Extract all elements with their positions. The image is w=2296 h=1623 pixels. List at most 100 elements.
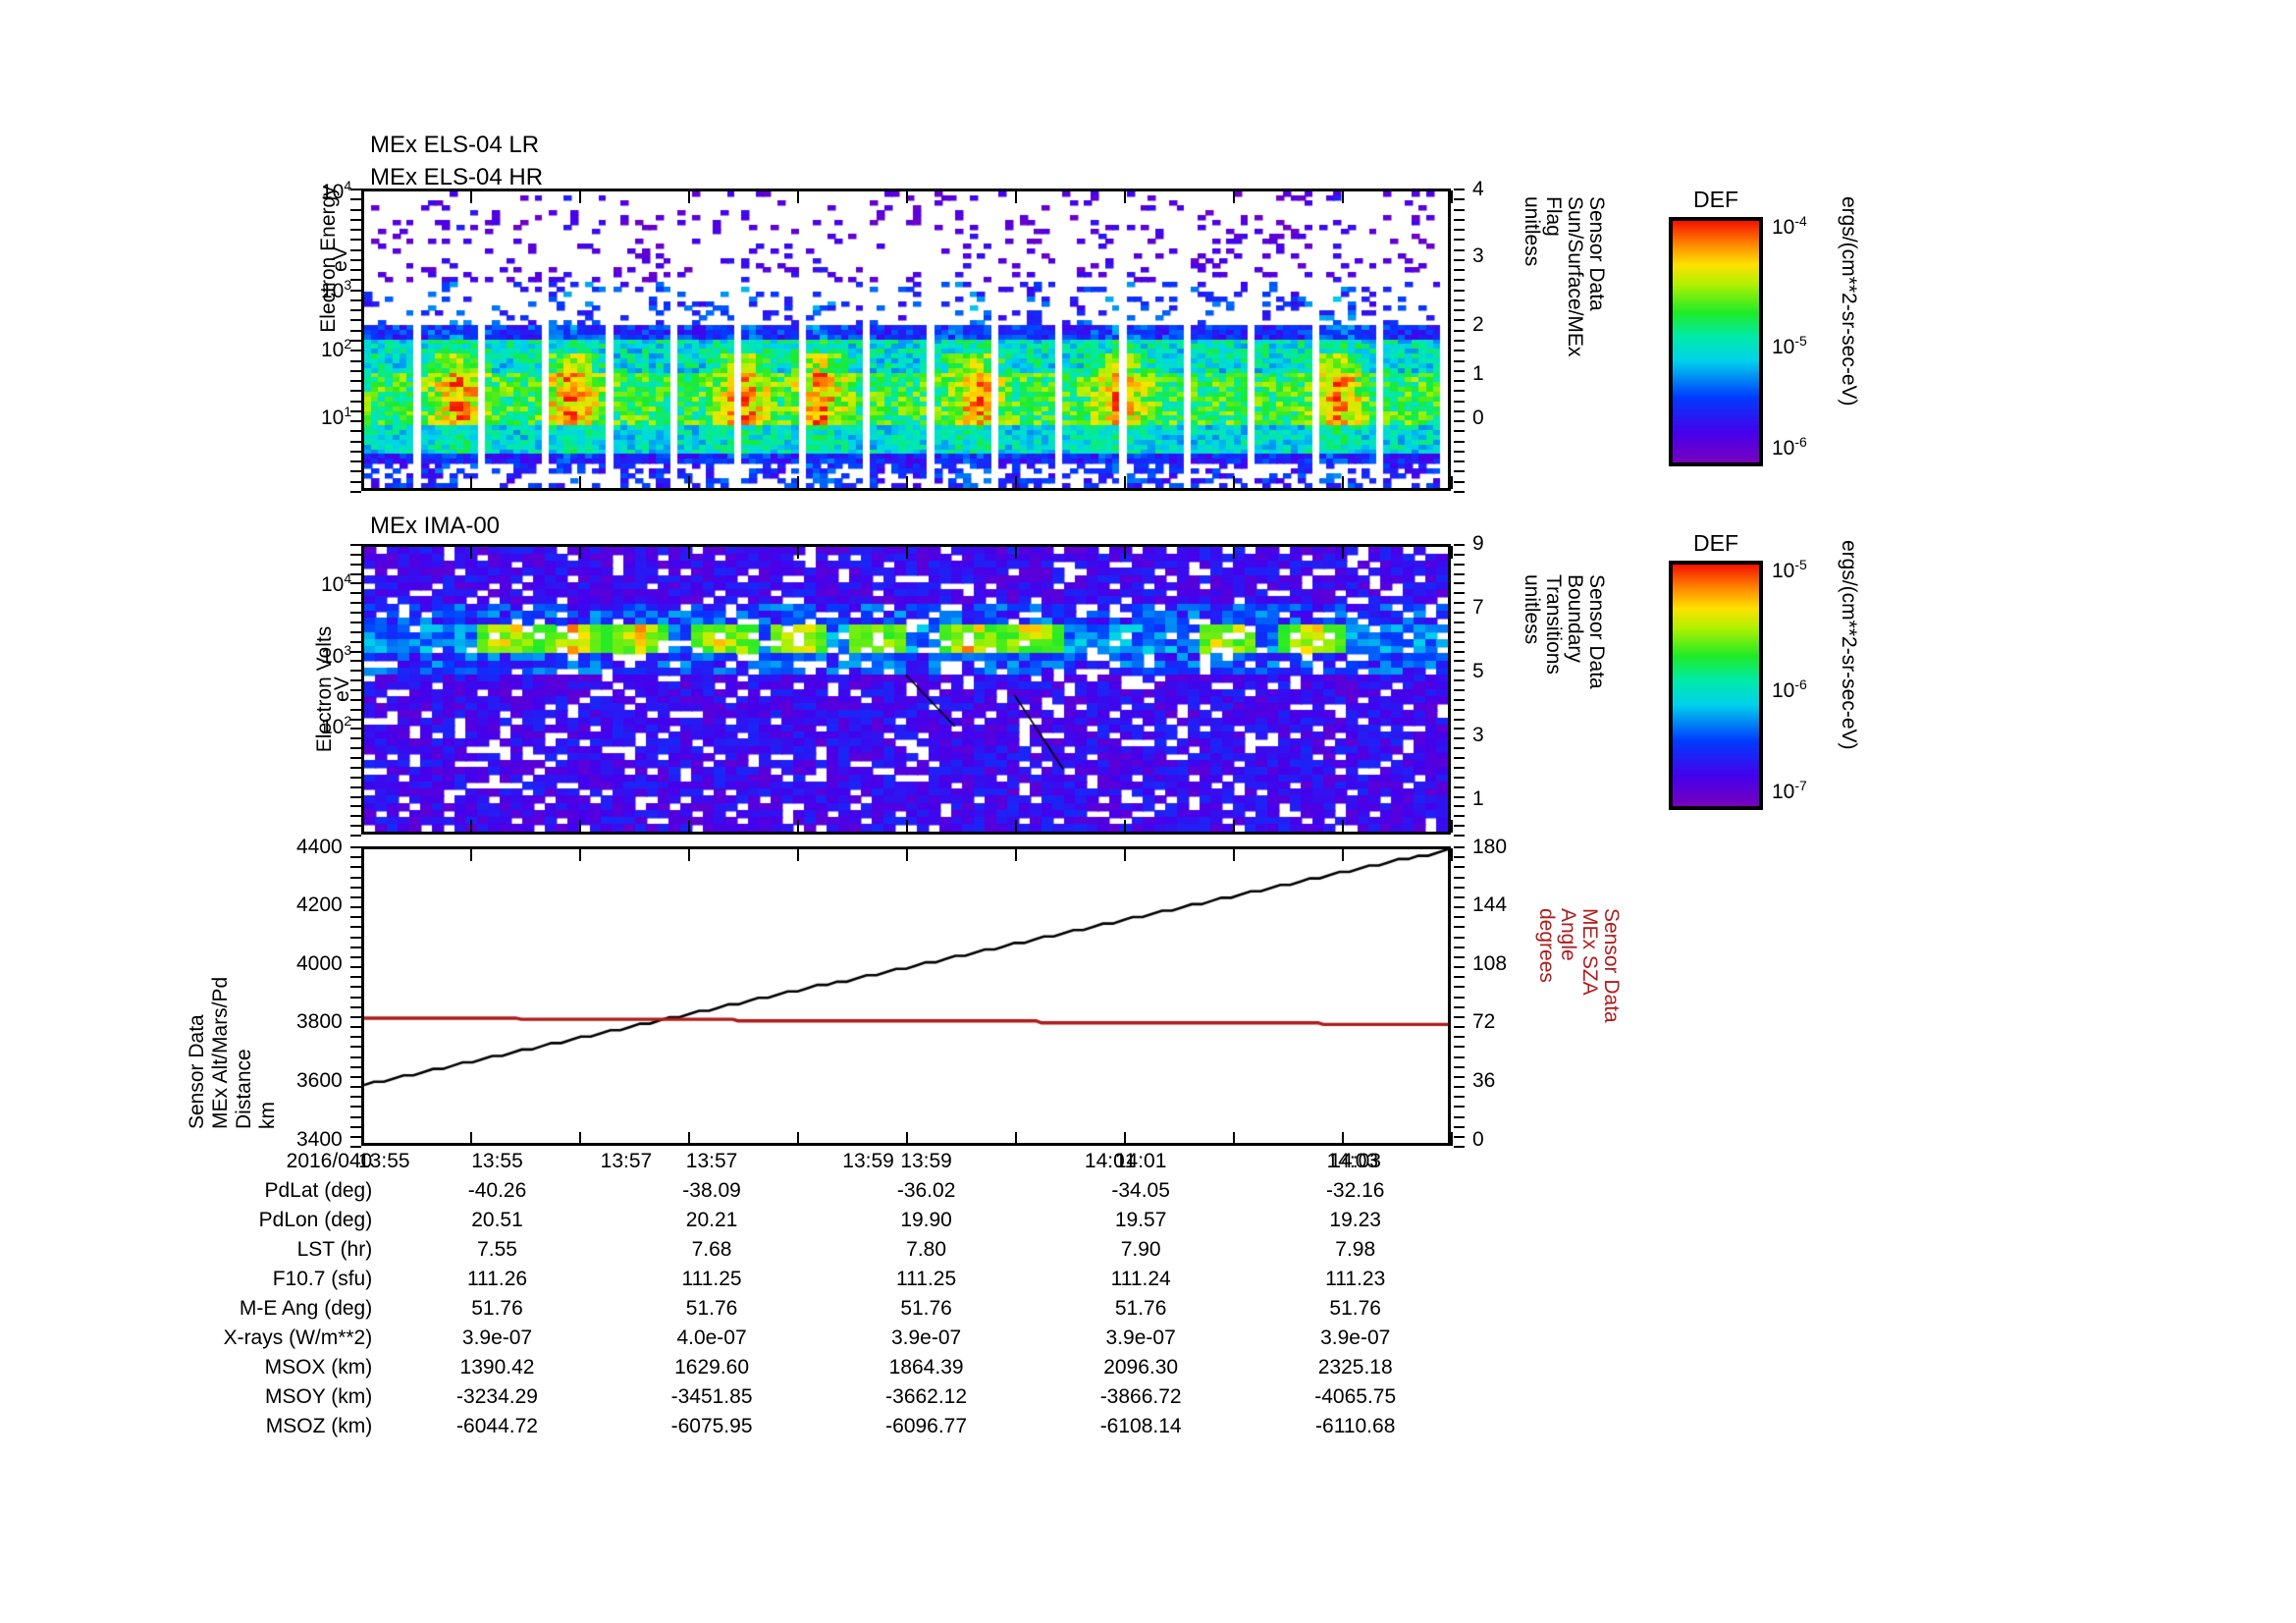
axis-x-tick (361, 546, 363, 559)
axis-minor-tick (350, 815, 361, 818)
colorbar-ima-top-label: 10-5 (1772, 557, 1807, 582)
axis-minor-tick (1454, 966, 1465, 968)
panel-alt-right-tick-108: 108 (1472, 952, 1508, 975)
axis-minor-tick (1454, 895, 1465, 898)
axis-minor-tick (1454, 621, 1465, 623)
axis-x-tick (579, 848, 581, 861)
xaxis-time-label: 13:59 (842, 1150, 894, 1172)
axis-minor-tick (1454, 319, 1465, 322)
table-cell: -6108.14 (1099, 1415, 1182, 1437)
panel-ima-ytick-1e2: 102 (321, 713, 352, 738)
axis-minor-tick (350, 640, 361, 643)
panel-els-yaxis-unit-text: eV (329, 246, 351, 272)
panel-els-plot-frame[interactable] (361, 189, 1451, 491)
table-cell: -3662.12 (885, 1385, 968, 1408)
axis-minor-tick (1454, 955, 1465, 958)
table-cell: 14:03 (1329, 1150, 1381, 1172)
panel-els-right-title-line2: Sun/Surface/MEx (1564, 196, 1586, 357)
axis-minor-tick (350, 612, 361, 615)
axis-x-tick (906, 476, 908, 489)
axis-minor-tick (1454, 916, 1465, 919)
table-row-label: M-E Ang (deg) (239, 1297, 373, 1320)
table-cell: 1864.39 (888, 1356, 964, 1379)
axis-minor-tick (1454, 592, 1465, 595)
axis-minor-tick (1454, 708, 1465, 711)
panel-alt-plot-frame[interactable] (361, 846, 1451, 1146)
panel-alt-ytick-3400: 3400 (296, 1128, 343, 1151)
axis-minor-tick (1454, 926, 1465, 929)
colorbar-ima-bottom-label: 10-7 (1772, 778, 1807, 803)
axis-x-tick (797, 546, 799, 559)
table-cell: 111.24 (1110, 1268, 1171, 1290)
axis-minor-tick (350, 1146, 361, 1148)
axis-minor-tick (1454, 886, 1465, 889)
axis-minor-tick (1454, 825, 1465, 828)
axis-minor-tick (350, 208, 361, 211)
panel-alt-yaxis-line4: km (256, 1102, 279, 1129)
axis-minor-tick (350, 916, 361, 919)
axis-minor-tick (1454, 279, 1465, 282)
panel-ima-right-tick-5: 5 (1472, 660, 1484, 682)
axis-minor-tick (1454, 359, 1465, 362)
colorbar-ima-canvas (1673, 565, 1759, 806)
panel-els-spectrogram (364, 191, 1448, 488)
panel-ima-ytick-1e3: 103 (321, 642, 352, 668)
axis-x-tick (1451, 546, 1453, 559)
panel-alt-right-title-line4: degrees (1535, 908, 1558, 983)
axis-minor-tick (1454, 460, 1465, 463)
axis-minor-tick (350, 1026, 361, 1028)
axis-x-tick (1015, 848, 1017, 861)
axis-x-tick (1015, 820, 1017, 833)
table-cell: -3451.85 (670, 1385, 753, 1408)
axis-minor-tick (1454, 1096, 1465, 1099)
axis-minor-tick (1454, 1135, 1465, 1138)
colorbar-els-mid-label: 10-5 (1772, 333, 1807, 358)
axis-minor-tick (350, 976, 361, 979)
table-cell: 3.9e-07 (1320, 1326, 1391, 1349)
colorbar-ima-unit-text: ergs/(cm**2-sr-sec-eV) (1838, 540, 1860, 750)
table-cell: 13:59 (900, 1150, 952, 1172)
axis-x-tick (1124, 190, 1126, 203)
axis-x-tick (361, 848, 363, 861)
axis-minor-tick (1454, 815, 1465, 818)
axis-x-tick (688, 848, 690, 861)
axis-x-tick (1015, 1132, 1017, 1146)
axis-minor-tick (350, 239, 361, 242)
panel-ima-right-axis-title: Sensor Data Boundary Transitions unitles… (1517, 574, 1644, 859)
axis-x-tick (1342, 820, 1344, 833)
axis-minor-tick (1454, 670, 1465, 673)
axis-minor-tick (350, 258, 361, 261)
table-cell: 13:55 (471, 1150, 523, 1172)
axis-x-tick (470, 848, 472, 861)
axis-minor-tick (1454, 400, 1465, 403)
axis-minor-tick (350, 390, 361, 393)
axis-minor-tick (1454, 420, 1465, 423)
axis-minor-tick (1454, 1125, 1465, 1128)
axis-minor-tick (350, 298, 361, 301)
axis-x-tick (579, 1132, 581, 1146)
axis-minor-tick (350, 460, 361, 463)
table-cell: 2325.18 (1317, 1356, 1393, 1379)
axis-minor-tick (1454, 198, 1465, 201)
axis-minor-tick (350, 886, 361, 889)
axis-x-tick (797, 848, 799, 861)
axis-x-tick (688, 820, 690, 833)
axis-minor-tick (1454, 450, 1465, 453)
axis-minor-tick (350, 737, 361, 740)
panel-alt-ytick-4400: 4400 (296, 836, 343, 858)
panel-ima-right-title-line3: Transitions (1542, 574, 1565, 675)
axis-x-tick (361, 476, 363, 489)
axis-minor-tick (350, 689, 361, 691)
panel-ima-plot-frame[interactable] (361, 544, 1451, 835)
axis-minor-tick (350, 369, 361, 372)
table-row-label: LST (hr) (296, 1238, 373, 1261)
axis-minor-tick (1454, 430, 1465, 433)
axis-minor-tick (350, 1096, 361, 1099)
table-cell: 20.21 (685, 1209, 738, 1231)
panel-els-ytick-1e4: 104 (321, 178, 352, 203)
colorbar-els-title: DEF (1693, 187, 1738, 212)
axis-x-tick (1342, 546, 1344, 559)
table-row: X-rays (W/m**2) 3.9e-07 4.0e-07 3.9e-07 3.9e… (187, 1324, 1463, 1353)
axis-minor-tick (1454, 835, 1465, 837)
axis-minor-tick (350, 866, 361, 869)
